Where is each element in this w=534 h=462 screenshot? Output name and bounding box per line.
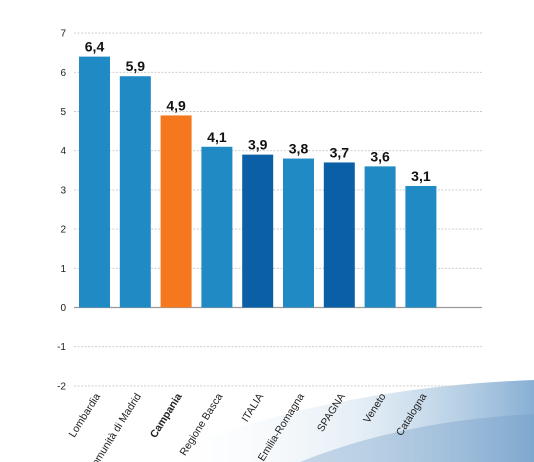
y-tick-label: 6 [60,68,66,79]
y-tick-label: 1 [60,264,66,275]
bar [405,185,437,308]
category-label: ITALIA [239,391,266,424]
data-label: 4,1 [207,129,227,145]
bar [323,162,355,308]
data-label: 3,7 [330,144,350,160]
data-label: 4,9 [166,97,186,113]
y-tick-label: 4 [60,146,66,157]
y-axis-ticks: 7 6 5 4 3 2 1 0 -1 -2 [57,29,66,393]
y-tick-label: -1 [57,342,66,353]
y-tick-label: -2 [57,381,66,392]
y-tick-label: 5 [60,107,66,118]
bar [79,56,110,308]
data-labels: 6,4 5,9 4,9 4,1 3,9 3,8 3,7 3,6 3,1 [85,39,431,184]
bars [79,56,437,308]
category-label: Catalogna [394,391,430,438]
category-label: Regione Basca [178,391,226,458]
data-label: 5,9 [126,58,146,74]
bar [242,154,274,308]
y-tick-label: 7 [60,29,66,40]
bar [119,76,151,308]
bar [160,115,192,308]
y-tick-label: 3 [60,185,66,196]
category-label: Campania [148,391,185,440]
y-tick-label: 2 [60,225,66,236]
bar [201,146,233,308]
category-label: Veneto [361,391,389,425]
data-label: 3,6 [370,148,390,164]
category-label: SPAGNA [315,391,348,434]
category-label: Lombardia [67,391,104,440]
y-tick-label: 0 [60,303,66,314]
data-label: 3,8 [289,141,309,157]
data-label: 3,9 [248,137,268,153]
bar [364,166,396,308]
bar [283,158,314,308]
data-label: 3,1 [411,168,431,184]
data-label: 6,4 [85,39,105,55]
